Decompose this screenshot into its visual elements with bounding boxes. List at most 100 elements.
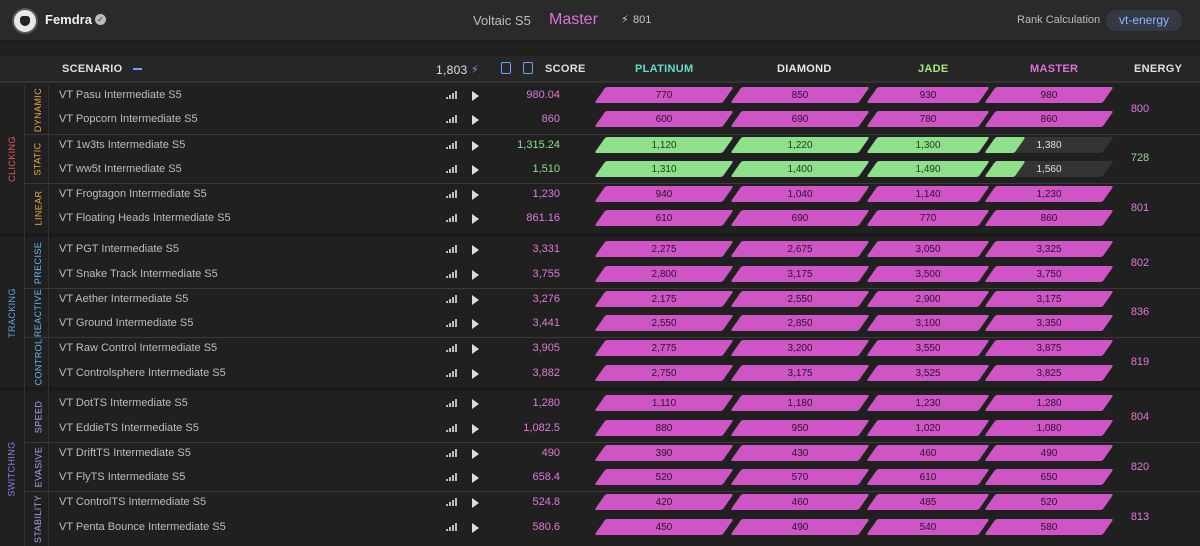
rank-calculation-select[interactable]: vt-energy: [1106, 10, 1182, 31]
scenario-name[interactable]: VT Floating Heads Intermediate S5: [59, 212, 231, 224]
username[interactable]: Femdra: [45, 12, 92, 27]
tier-threshold: 1,560: [1036, 164, 1062, 175]
scenario-name[interactable]: VT PGT Intermediate S5: [59, 243, 180, 255]
scenario-name[interactable]: VT Popcorn Intermediate S5: [59, 113, 198, 125]
tier-threshold: 610: [655, 213, 673, 224]
table-row[interactable]: VT Snake Track Intermediate S5 3,755 2,800…: [48, 263, 1200, 287]
signal-bars-icon: [446, 399, 457, 407]
table-row[interactable]: VT ControlTS Intermediate S5 524.8 420 460 4…: [48, 491, 1200, 515]
play-icon[interactable]: [472, 449, 479, 459]
play-icon[interactable]: [472, 498, 479, 508]
scenario-name[interactable]: VT Pasu Intermediate S5: [59, 89, 182, 101]
scenario-name[interactable]: VT DriftTS Intermediate S5: [59, 447, 191, 459]
play-icon[interactable]: [472, 319, 479, 329]
scenario-name[interactable]: VT Snake Track Intermediate S5: [59, 268, 218, 280]
play-icon[interactable]: [472, 344, 479, 354]
signal-bars-icon: [446, 369, 457, 377]
table-row[interactable]: VT PGT Intermediate S5 3,331 2,275 2,675 3,0…: [48, 238, 1200, 262]
play-icon[interactable]: [472, 214, 479, 224]
scenario-name[interactable]: VT Ground Intermediate S5: [59, 317, 194, 329]
play-icon[interactable]: [472, 295, 479, 305]
play-icon[interactable]: [472, 473, 479, 483]
subgroup-evasive: EVASIVE: [33, 446, 43, 487]
group-clicking: CLICKING: [0, 85, 24, 233]
col-total: 1,803: [436, 63, 468, 77]
copy-icon[interactable]: [501, 62, 511, 74]
play-icon[interactable]: [472, 399, 479, 409]
profile-logo-icon[interactable]: [12, 8, 38, 34]
scenario-name[interactable]: VT EddieTS Intermediate S5: [59, 422, 199, 434]
table-row[interactable]: VT Frogtagon Intermediate S5 1,230 940 1,04…: [48, 183, 1200, 207]
table-row[interactable]: VT ww5t Intermediate S5 1,510 1,310 1,400 1,…: [48, 158, 1200, 182]
table-row[interactable]: VT Raw Control Intermediate S5 3,905 2,775…: [48, 337, 1200, 361]
scenario-name[interactable]: VT Penta Bounce Intermediate S5: [59, 521, 226, 533]
tier-threshold: 2,675: [787, 244, 813, 255]
group-switching: SWITCHING: [0, 392, 24, 546]
play-icon[interactable]: [472, 91, 479, 101]
play-icon[interactable]: [472, 245, 479, 255]
scenario-name[interactable]: VT Frogtagon Intermediate S5: [59, 188, 207, 200]
play-icon[interactable]: [472, 270, 479, 280]
scenario-name[interactable]: VT Controlsphere Intermediate S5: [59, 367, 226, 379]
clipboard-icon[interactable]: [523, 62, 533, 74]
table-row[interactable]: VT DotTS Intermediate S5 1,280 1,110 1,180 1…: [48, 392, 1200, 416]
signal-bars-icon: [446, 319, 457, 327]
table-row[interactable]: VT Penta Bounce Intermediate S5 580.6 450 4…: [48, 516, 1200, 540]
col-score[interactable]: SCORE: [545, 63, 586, 75]
col-scenario[interactable]: SCENARIO: [62, 63, 123, 75]
collapse-minus-icon[interactable]: [133, 68, 142, 70]
table-row[interactable]: VT Aether Intermediate S5 3,276 2,175 2,550…: [48, 288, 1200, 312]
table-row[interactable]: VT Pasu Intermediate S5 980.04 770 850 930 98…: [48, 84, 1200, 108]
table-row[interactable]: VT DriftTS Intermediate S5 490 390 430 460 49…: [48, 442, 1200, 466]
subgroup-linear: LINEAR: [33, 190, 44, 226]
scenario-name[interactable]: VT ControlTS Intermediate S5: [59, 496, 207, 508]
subgroup-dynamic: DYNAMIC: [33, 87, 43, 132]
signal-bars-icon: [446, 190, 457, 198]
scenario-score: 1,082.5: [523, 422, 560, 434]
rank-calculation-label: Rank Calculation: [1017, 14, 1101, 26]
table-row[interactable]: VT Popcorn Intermediate S5 860 600 690 780 86…: [48, 108, 1200, 132]
total-bolt-icon: ⚡: [471, 64, 480, 76]
play-icon[interactable]: [472, 369, 479, 379]
scenario-name[interactable]: VT 1w3ts Intermediate S5: [59, 139, 186, 151]
subgroup-energy: 836: [1130, 306, 1150, 318]
tier-threshold: 2,750: [651, 368, 677, 379]
tier-threshold: 650: [1040, 472, 1058, 483]
scenario-name[interactable]: VT ww5t Intermediate S5: [59, 163, 182, 175]
tier-threshold: 690: [791, 114, 809, 125]
play-icon[interactable]: [472, 424, 479, 434]
signal-bars-icon: [446, 498, 457, 506]
signal-bars-icon: [446, 295, 457, 303]
table-row[interactable]: VT Controlsphere Intermediate S5 3,882 2,7…: [48, 362, 1200, 386]
table-row[interactable]: VT Floating Heads Intermediate S5 861.16 6…: [48, 207, 1200, 231]
scenario-name[interactable]: VT FlyTS Intermediate S5: [59, 471, 186, 483]
tier-threshold: 980: [1040, 90, 1058, 101]
scenario-name[interactable]: VT Raw Control Intermediate S5: [59, 342, 218, 354]
tier-threshold: 3,525: [915, 368, 941, 379]
table-row[interactable]: VT FlyTS Intermediate S5 658.4 520 570 610 65…: [48, 466, 1200, 490]
table-row[interactable]: VT EddieTS Intermediate S5 1,082.5 880 950 1…: [48, 417, 1200, 441]
subgroup-divider: [24, 491, 1200, 492]
scenario-score: 980.04: [526, 89, 560, 101]
tier-threshold: 2,850: [787, 318, 813, 329]
play-icon[interactable]: [472, 141, 479, 151]
play-icon[interactable]: [472, 523, 479, 533]
tier-threshold: 930: [919, 90, 937, 101]
tier-threshold: 770: [919, 213, 937, 224]
scenario-name[interactable]: VT DotTS Intermediate S5: [59, 397, 188, 409]
signal-bars-icon: [446, 523, 457, 531]
table-row[interactable]: VT 1w3ts Intermediate S5 1,315.24 1,120 1,2…: [48, 134, 1200, 158]
tier-threshold: 950: [791, 423, 809, 434]
scenario-score: 1,280: [532, 397, 560, 409]
play-icon[interactable]: [472, 190, 479, 200]
scenario-name[interactable]: VT Aether Intermediate S5: [59, 293, 189, 305]
tier-threshold: 1,110: [651, 398, 677, 409]
table-row[interactable]: VT Ground Intermediate S5 3,441 2,550 2,850…: [48, 312, 1200, 336]
tier-threshold: 2,550: [787, 294, 813, 305]
scenario-score: 490: [541, 447, 560, 459]
play-icon[interactable]: [472, 115, 479, 125]
signal-bars-icon: [446, 449, 457, 457]
group-divider: [0, 233, 1200, 237]
tier-threshold: 1,040: [787, 189, 813, 200]
play-icon[interactable]: [472, 165, 479, 175]
